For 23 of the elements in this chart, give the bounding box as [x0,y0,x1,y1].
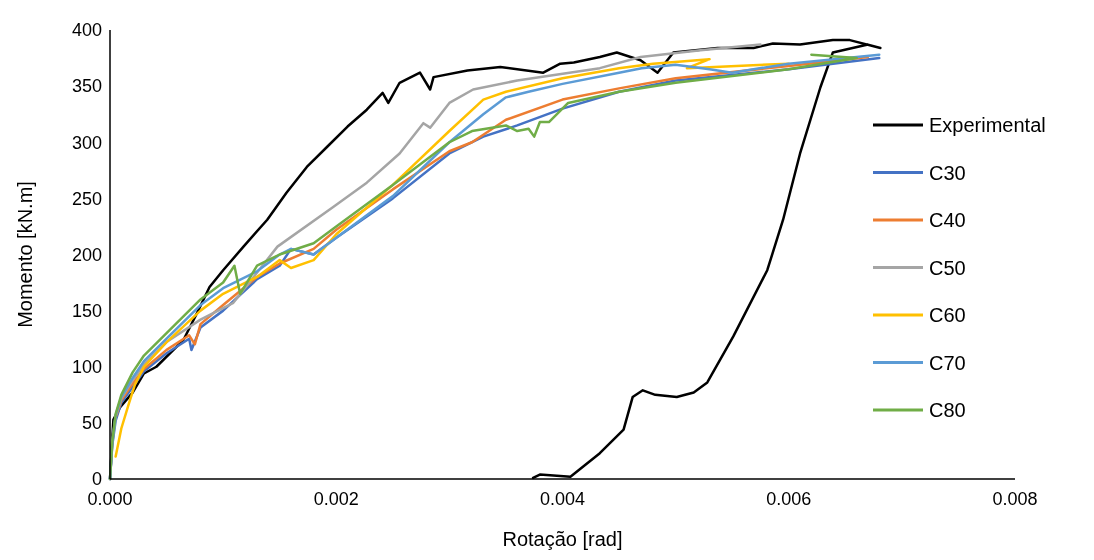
x-tick-label: 0.002 [313,489,359,509]
legend-label: C40 [929,209,966,231]
x-axis-title: Rotação [rad] [502,528,623,550]
legend-label: C80 [929,399,966,421]
x-tick-label: 0.000 [87,489,133,509]
x-tick-label: 0.008 [992,489,1038,509]
legend-label: C30 [929,161,966,184]
y-tick-label: 200 [71,244,102,265]
y-tick-label: 350 [71,76,102,97]
y-tick-label: 0 [91,469,102,490]
y-tick-label: 50 [81,413,102,434]
y-tick-label: 250 [71,188,102,209]
legend-label: C70 [929,351,966,374]
legend-label: C50 [929,256,966,279]
legend-label: C60 [929,304,966,326]
y-tick-label: 100 [71,357,102,378]
y-tick-label: 400 [71,20,102,41]
legend-label: Experimental [929,114,1046,136]
x-tick-label: 0.006 [766,489,812,509]
y-axis-title: Momento [kN.m] [14,181,36,328]
x-tick-label: 0.004 [539,489,586,509]
y-tick-label: 150 [71,300,102,321]
y-tick-label: 300 [71,132,102,153]
